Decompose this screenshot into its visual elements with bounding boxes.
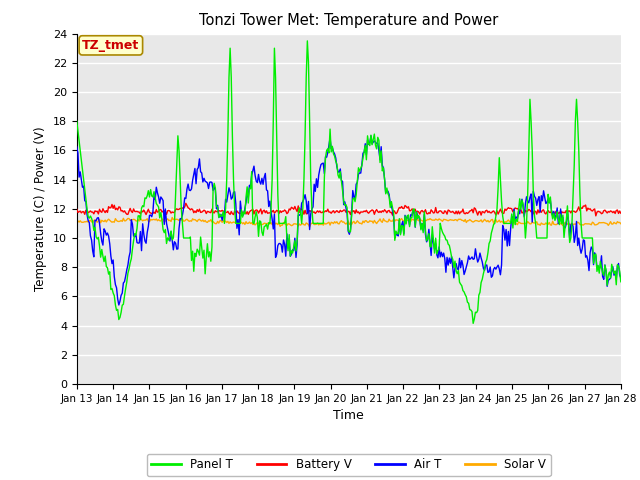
X-axis label: Time: Time <box>333 409 364 422</box>
Y-axis label: Temperature (C) / Power (V): Temperature (C) / Power (V) <box>35 127 47 291</box>
Title: Tonzi Tower Met: Temperature and Power: Tonzi Tower Met: Temperature and Power <box>199 13 499 28</box>
Legend: Panel T, Battery V, Air T, Solar V: Panel T, Battery V, Air T, Solar V <box>147 454 551 476</box>
Text: TZ_tmet: TZ_tmet <box>82 39 140 52</box>
